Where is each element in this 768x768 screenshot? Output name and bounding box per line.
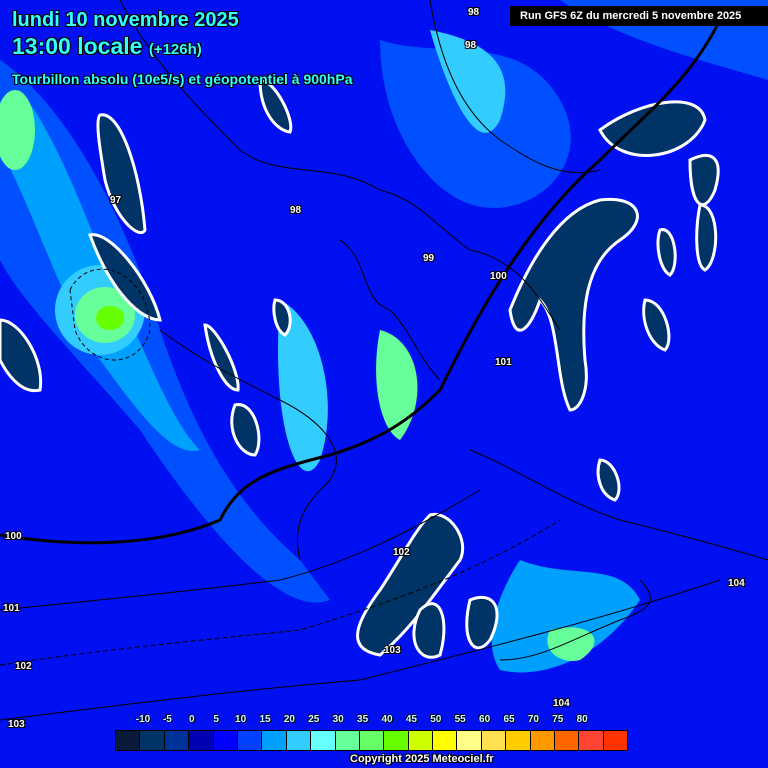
contour-label: 102 (393, 547, 410, 558)
legend-tick: 0 (189, 714, 195, 725)
run-info: Run GFS 6Z du mercredi 5 novembre 2025 (510, 6, 768, 26)
legend-tick: 10 (235, 714, 247, 725)
forecast-time: 13:00 locale (+126h) (12, 33, 202, 60)
contour-label: 98 (465, 40, 477, 51)
legend-tick: 75 (552, 714, 564, 725)
legend-swatch (457, 731, 482, 750)
legend-tick: 35 (357, 714, 369, 725)
legend-swatch (286, 731, 312, 750)
contour-label: 104 (553, 698, 570, 709)
legend-tick: 65 (503, 714, 515, 725)
geopotential-contours (0, 19, 722, 721)
legend-swatch (603, 731, 628, 750)
legend-swatch (164, 731, 190, 750)
legend-swatch (384, 731, 409, 750)
legend-swatch (311, 731, 336, 750)
legend-tick: -5 (162, 714, 172, 725)
legend-swatch (213, 731, 238, 750)
legend-swatch (433, 731, 458, 750)
legend-tick: 70 (527, 714, 539, 725)
contour-label: 98 (468, 7, 480, 18)
contour-label: 100 (5, 531, 22, 542)
negative-vorticity-areas (0, 78, 720, 659)
contour-label: 101 (3, 603, 20, 614)
legend-swatch (408, 731, 434, 750)
legend-tick: 20 (283, 714, 295, 725)
color-legend (115, 730, 629, 751)
legend-tick: 50 (430, 714, 442, 725)
contour-label: 100 (490, 271, 507, 282)
legend-tick: 40 (381, 714, 393, 725)
legend-swatch (262, 731, 287, 750)
contour-label: 103 (8, 719, 25, 730)
legend-tick: -10 (135, 714, 151, 725)
forecast-date: lundi 10 novembre 2025 (12, 9, 239, 31)
contour-label: 98 (290, 205, 302, 216)
legend-swatch (237, 731, 263, 750)
legend-swatch (140, 731, 165, 750)
legend-swatch (555, 731, 580, 750)
legend-swatch (189, 731, 214, 750)
contour-label: 99 (423, 253, 435, 264)
legend-tick: 15 (259, 714, 271, 725)
legend-tick: 25 (308, 714, 320, 725)
contour-label: 97 (110, 195, 122, 206)
legend-ticks: -10 -5 0 5 10 15 20 25 30 35 40 45 50 55 60 65 70 75 80 (127, 714, 657, 728)
legend-tick: 30 (332, 714, 344, 725)
legend-swatch (579, 731, 604, 750)
legend-swatch (335, 731, 360, 750)
legend-tick: 60 (479, 714, 491, 725)
legend-tick: 55 (454, 714, 466, 725)
contour-label: 103 (384, 645, 401, 656)
legend-tick: 5 (213, 714, 219, 725)
legend-swatch (481, 731, 507, 750)
contour-label: 104 (728, 578, 745, 589)
copyright: Copyright 2025 Meteociel.fr (350, 753, 494, 765)
lead-time: (+126h) (148, 41, 202, 58)
legend-swatch (506, 731, 531, 750)
legend-swatch (530, 731, 556, 750)
contour-label: 101 (495, 357, 512, 368)
legend-tick: 45 (405, 714, 417, 725)
legend-swatch (116, 731, 141, 750)
legend-swatch (359, 731, 385, 750)
legend-tick: 80 (576, 714, 588, 725)
local-time: 13:00 locale (12, 33, 143, 59)
contour-label: 102 (15, 661, 32, 672)
parameter-title: Tourbillon absolu (10e5/s) et géopotenti… (12, 71, 353, 87)
borders-coastlines (119, 0, 768, 661)
